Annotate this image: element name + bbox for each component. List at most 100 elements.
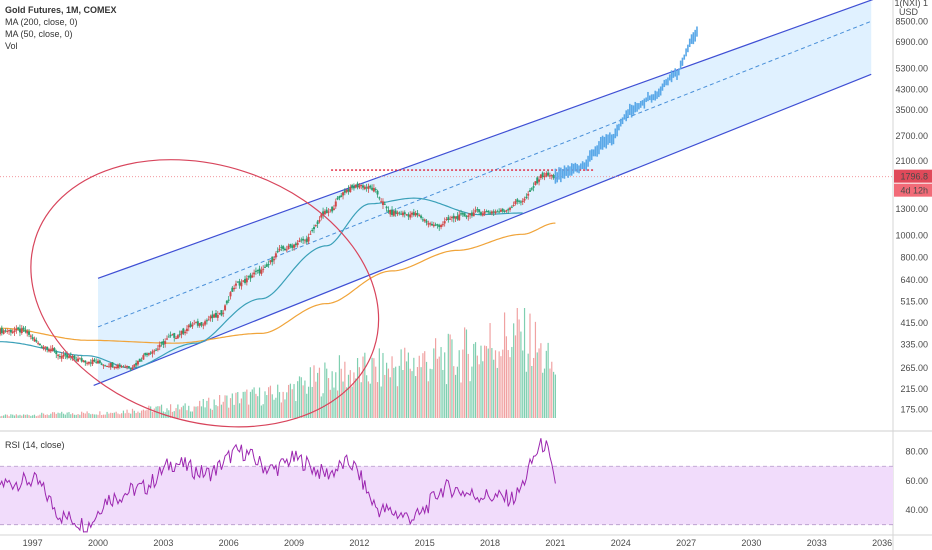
- volume-bar: [527, 353, 529, 418]
- price-candle: [31, 337, 34, 340]
- volume-bar: [235, 392, 237, 418]
- volume-bar: [4, 414, 7, 418]
- volume-bar: [422, 353, 424, 418]
- price-candle: [541, 172, 544, 178]
- price-candle: [169, 335, 172, 337]
- volume-bar: [333, 387, 335, 418]
- volume-bar: [458, 350, 460, 418]
- price-candle: [509, 207, 512, 210]
- price-candle: [483, 211, 486, 214]
- volume-bar: [269, 385, 272, 418]
- volume-bar: [26, 414, 28, 418]
- volume-bar: [28, 415, 30, 418]
- time-tick-label: 2021: [545, 538, 565, 548]
- price-candle: [213, 314, 216, 318]
- price-candle: [461, 213, 464, 215]
- price-candle: [102, 364, 105, 366]
- rsi-band: [0, 466, 893, 525]
- price-candle: [351, 185, 354, 188]
- volume-bar: [62, 413, 65, 418]
- volume-bar: [297, 381, 299, 418]
- volume-bar: [1, 415, 3, 418]
- price-candle: [443, 221, 446, 224]
- legend-vol: Vol: [5, 41, 18, 51]
- volume-bar: [453, 366, 455, 418]
- volume-bar: [3, 415, 5, 418]
- volume-bar: [213, 399, 215, 418]
- price-candle: [82, 360, 85, 363]
- price-candle: [548, 175, 551, 177]
- price-candle: [124, 366, 127, 368]
- price-tick-label: 4300.00: [895, 84, 928, 94]
- volume-bar: [90, 414, 92, 418]
- price-candle: [135, 362, 138, 366]
- volume-bar: [317, 372, 319, 418]
- volume-bar: [280, 402, 282, 418]
- volume-bar: [195, 406, 197, 418]
- volume-bar: [82, 412, 85, 418]
- price-candle: [253, 272, 256, 275]
- price-candle: [469, 213, 472, 216]
- highlight-ellipse: [30, 159, 380, 428]
- time-tick-label: 2027: [676, 538, 696, 548]
- price-candle: [146, 353, 149, 356]
- volume-bar: [418, 355, 420, 418]
- price-candle: [294, 243, 297, 246]
- volume-bar: [540, 343, 542, 418]
- volume-bar: [516, 308, 518, 418]
- volume-bar: [209, 408, 212, 418]
- volume-bar: [420, 367, 422, 418]
- volume-bar: [326, 368, 328, 418]
- price-candle: [302, 238, 305, 241]
- price-candle: [176, 335, 179, 339]
- volume-bar: [237, 392, 239, 418]
- volume-bar: [543, 368, 546, 418]
- volume-bar: [284, 399, 286, 418]
- time-tick-label: 2006: [219, 538, 239, 548]
- price-candle: [334, 201, 337, 207]
- countdown-label: 4d 12h: [900, 186, 928, 196]
- volume-bar: [386, 362, 388, 418]
- volume-bar: [222, 401, 224, 418]
- price-candle: [322, 211, 325, 216]
- price-candle: [0, 327, 3, 333]
- price-tick-label: 1300.00: [895, 204, 928, 214]
- volume-bar: [520, 331, 522, 418]
- price-candle: [164, 341, 167, 344]
- volume-bar: [200, 406, 203, 418]
- volume-bar: [160, 404, 163, 418]
- volume-bar: [70, 414, 72, 418]
- price-candle: [133, 364, 136, 368]
- price-tick-label: 1000.00: [895, 230, 928, 240]
- price-candle: [472, 212, 475, 217]
- volume-bar: [293, 384, 295, 418]
- price-candle: [136, 361, 139, 365]
- volume-bar: [342, 381, 344, 418]
- volume-bar: [191, 411, 193, 418]
- price-candle: [13, 330, 16, 332]
- price-candle: [244, 278, 247, 283]
- price-candle: [87, 361, 90, 364]
- price-candle: [454, 216, 457, 219]
- price-candle: [151, 351, 154, 354]
- price-candle: [267, 264, 270, 266]
- volume-bar: [447, 333, 449, 418]
- price-candle: [512, 204, 515, 206]
- time-tick-label: 2015: [415, 538, 435, 548]
- price-candle: [282, 246, 285, 250]
- price-candle: [46, 346, 49, 350]
- volume-bar: [244, 391, 246, 418]
- price-candle: [4, 330, 7, 332]
- price-candle: [60, 356, 63, 359]
- volume-bar: [111, 412, 114, 418]
- price-candle: [122, 366, 125, 368]
- price-tick-label: 215.00: [900, 384, 928, 394]
- price-candle: [401, 212, 404, 216]
- volume-bar: [271, 394, 273, 418]
- price-candle: [372, 187, 375, 192]
- price-candle: [354, 184, 357, 188]
- volume-bar: [329, 389, 331, 418]
- rsi-line: [0, 438, 556, 533]
- volume-bar: [189, 411, 192, 418]
